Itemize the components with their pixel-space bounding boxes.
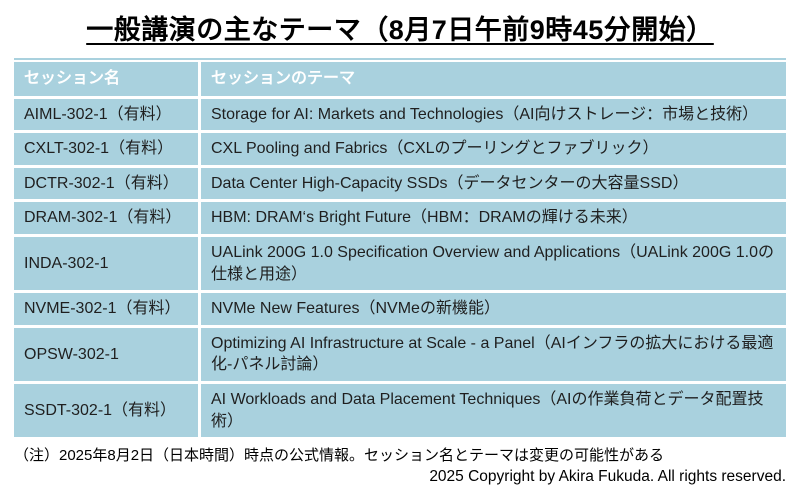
session-name-cell: AIML-302-1（有料） xyxy=(14,98,198,131)
table-row: INDA-302-1 UALink 200G 1.0 Specification… xyxy=(14,236,786,291)
table-row: DCTR-302-1（有料） Data Center High-Capacity… xyxy=(14,167,786,200)
session-theme-cell: CXL Pooling and Fabrics（CXLのプーリングとファブリック… xyxy=(201,133,786,165)
session-theme-cell: HBM: DRAM‘s Bright Future（HBM：DRAMの輝ける未来… xyxy=(201,202,786,234)
session-name-cell: DRAM-302-1（有料） xyxy=(14,202,198,234)
session-theme-cell: AI Workloads and Data Placement Techniqu… xyxy=(201,383,786,438)
session-theme-cell: Data Center High-Capacity SSDs（データセンターの大… xyxy=(201,167,786,200)
session-table-body: AIML-302-1（有料） Storage for AI: Markets a… xyxy=(14,98,786,438)
session-theme-cell: Optimizing AI Infrastructure at Scale - … xyxy=(201,327,786,381)
session-theme-cell: UALink 200G 1.0 Specification Overview a… xyxy=(201,236,786,291)
copyright: 2025 Copyright by Akira Fukuda. All righ… xyxy=(429,468,786,486)
table-row: NVME-302-1（有料） NVMe New Features（NVMeの新機… xyxy=(14,293,786,325)
table-top-border xyxy=(14,58,786,60)
table-header-row: セッション名 セッションのテーマ xyxy=(14,62,786,96)
column-header-session-theme: セッションのテーマ xyxy=(201,62,786,96)
page-title: 一般講演の主なテーマ（8月7日午前9時45分開始） xyxy=(86,15,714,45)
session-name-cell: SSDT-302-1（有料） xyxy=(14,383,198,438)
session-name-cell: CXLT-302-1（有料） xyxy=(14,133,198,165)
column-header-session-name: セッション名 xyxy=(14,62,198,96)
footnote: （注）2025年8月2日（日本時間）時点の公式情報。セッション名とテーマは変更の… xyxy=(14,447,665,465)
table-row: DRAM-302-1（有料） HBM: DRAM‘s Bright Future… xyxy=(14,202,786,234)
table-row: SSDT-302-1（有料） AI Workloads and Data Pla… xyxy=(14,383,786,438)
table-row: OPSW-302-1 Optimizing AI Infrastructure … xyxy=(14,327,786,381)
session-theme-cell: Storage for AI: Markets and Technologies… xyxy=(201,98,786,131)
session-name-cell: DCTR-302-1（有料） xyxy=(14,167,198,200)
table-row: AIML-302-1（有料） Storage for AI: Markets a… xyxy=(14,98,786,131)
sessions-table: セッション名 セッションのテーマ AIML-302-1（有料） Storage … xyxy=(14,58,786,438)
session-theme-cell: NVMe New Features（NVMeの新機能） xyxy=(201,293,786,325)
session-name-cell: OPSW-302-1 xyxy=(14,327,198,381)
session-name-cell: INDA-302-1 xyxy=(14,236,198,291)
table-row: CXLT-302-1（有料） CXL Pooling and Fabrics（C… xyxy=(14,133,786,165)
session-name-cell: NVME-302-1（有料） xyxy=(14,293,198,325)
